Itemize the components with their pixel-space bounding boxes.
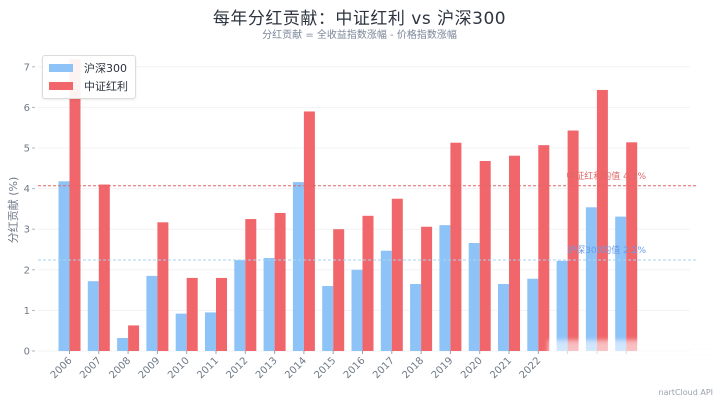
legend-swatch-hs300 (49, 64, 73, 72)
bar-hs300[interactable] (58, 181, 70, 351)
bar-hs300[interactable] (117, 338, 129, 351)
y-tick-label: 7 (24, 62, 30, 73)
chart-title: 每年分红贡献：中证红利 vs 沪深300 (212, 9, 507, 29)
reference-line-label: 中证红利均值 4.1% (566, 170, 646, 182)
reference-lines: 中证红利均值 4.1% 沪深300均值 2.2% (38, 170, 698, 261)
x-tick-label: 2021 (488, 355, 514, 381)
y-tick-label: 4 (24, 184, 30, 195)
bars (58, 59, 638, 352)
x-tick-label: 2006 (49, 355, 75, 381)
bar-csi-dividend[interactable] (567, 130, 579, 351)
bar-csi-dividend[interactable] (186, 277, 198, 351)
bar-csi-dividend[interactable] (626, 142, 638, 351)
bar-hs300[interactable] (439, 225, 451, 351)
bar-hs300[interactable] (87, 281, 99, 351)
x-tick-label: 2010 (166, 355, 192, 381)
bar-csi-dividend[interactable] (479, 160, 491, 351)
bar-hs300[interactable] (234, 260, 246, 351)
x-tick-label: 2019 (430, 355, 456, 381)
bar-csi-dividend[interactable] (391, 198, 403, 351)
reference-line-label: 沪深300均值 2.2% (567, 244, 646, 256)
bar-csi-dividend[interactable] (509, 155, 520, 351)
x-tick-label: 2020 (459, 355, 485, 381)
x-tick-label: 2017 (371, 355, 397, 381)
bar-csi-dividend[interactable] (157, 222, 169, 351)
bar-csi-dividend[interactable] (333, 229, 345, 351)
bar-csi-dividend[interactable] (303, 111, 315, 352)
y-tick-label: 5 (24, 144, 30, 155)
x-tick-label: 2016 (342, 355, 368, 381)
bar-hs300[interactable] (292, 182, 304, 351)
bar-hs300[interactable] (585, 207, 597, 351)
x-tick-label: 2011 (195, 355, 221, 381)
y-tick-label: 0 (24, 347, 30, 358)
bar-hs300[interactable] (380, 250, 392, 351)
legend-item-csi-dividend[interactable]: 中证红利 (49, 77, 128, 95)
x-axis: 2006 2007 2008 2009 2010 2011 2012 2013 2014 2015… (49, 351, 627, 381)
bar-csi-dividend[interactable] (274, 212, 286, 351)
bar-hs300[interactable] (410, 284, 422, 351)
legend-label-hs300: 沪深300 (84, 62, 127, 75)
bar-hs300[interactable] (175, 313, 187, 351)
bar-hs300[interactable] (351, 269, 363, 351)
legend-swatch-csi-dividend (49, 82, 73, 90)
x-tick-label: 2015 (313, 355, 339, 381)
y-tick-label: 3 (24, 225, 30, 236)
y-tick-label: 6 (24, 103, 30, 114)
y-tick-label: 1 (24, 306, 30, 317)
watermark: nartCloud API (658, 388, 713, 397)
y-axis: 0 1 2 3 4 5 6 7 (24, 62, 35, 358)
bar-csi-dividend[interactable] (69, 59, 81, 351)
bar-csi-dividend[interactable] (98, 184, 110, 351)
bar-csi-dividend[interactable] (245, 219, 257, 351)
bar-csi-dividend[interactable] (538, 145, 550, 351)
bar-csi-dividend[interactable] (216, 277, 227, 351)
y-axis-label: 分红贡献 (%) (6, 177, 20, 244)
bar-hs300[interactable] (556, 260, 568, 351)
bar-hs300[interactable] (498, 284, 509, 351)
bar-hs300[interactable] (263, 258, 275, 351)
chart-subtitle: 分红贡献 = 全收益指数涨幅 - 价格指数涨幅 (262, 30, 457, 41)
legend-item-hs300[interactable]: 沪深300 (49, 59, 128, 77)
bar-hs300[interactable] (615, 216, 627, 351)
bar-csi-dividend[interactable] (128, 325, 140, 351)
y-tick-label: 2 (24, 265, 30, 276)
bar-hs300[interactable] (527, 278, 539, 351)
bar-csi-dividend[interactable] (421, 226, 433, 351)
x-tick-label: 2009 (137, 355, 163, 381)
bar-hs300[interactable] (322, 286, 334, 351)
bar-csi-dividend[interactable] (596, 89, 608, 351)
x-tick-label: 2013 (254, 355, 280, 381)
bar-hs300[interactable] (468, 243, 480, 351)
bar-hs300[interactable] (205, 312, 216, 351)
legend: 沪深300 中证红利 (42, 55, 136, 99)
bar-hs300[interactable] (146, 275, 158, 351)
blur-overlay (548, 340, 719, 413)
x-tick-label: 2012 (225, 355, 251, 381)
bar-csi-dividend[interactable] (362, 215, 374, 351)
x-tick-label: 2014 (283, 355, 309, 381)
x-tick-label: 2022 (518, 355, 544, 381)
x-tick-label: 2008 (107, 355, 133, 381)
x-tick-label: 2018 (400, 355, 426, 381)
bar-csi-dividend[interactable] (450, 142, 462, 351)
legend-label-csi-dividend: 中证红利 (84, 80, 128, 93)
x-tick-label: 2007 (78, 355, 104, 381)
